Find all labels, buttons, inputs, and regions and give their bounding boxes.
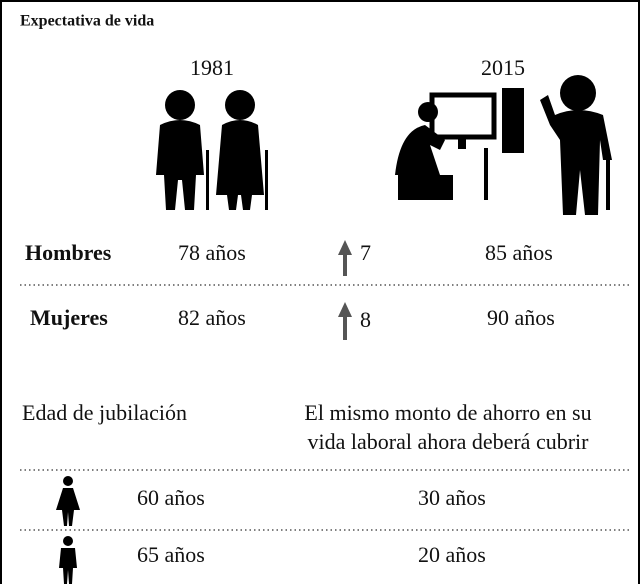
retirement-age: 60 años bbox=[137, 485, 205, 510]
row-label: Hombres bbox=[25, 240, 112, 265]
up-arrow bbox=[338, 240, 352, 276]
increase: 7 bbox=[360, 240, 371, 265]
title: Expectativa de vida bbox=[20, 13, 154, 30]
elderly-computer-icon bbox=[395, 75, 612, 215]
man-icon bbox=[59, 536, 77, 584]
column-header: vida laboral ahora deberá cubrir bbox=[308, 429, 590, 454]
coverage-years: 20 años bbox=[418, 542, 486, 567]
retirement-age: 65 años bbox=[137, 542, 205, 567]
elderly-couple-icon bbox=[156, 90, 268, 210]
woman-icon bbox=[56, 476, 80, 526]
row-label: Mujeres bbox=[30, 305, 108, 330]
column-header: Edad de jubilación bbox=[22, 400, 187, 425]
year-label: 1981 bbox=[190, 55, 234, 80]
frame bbox=[1, 1, 639, 584]
year-label: 2015 bbox=[481, 55, 525, 80]
increase: 8 bbox=[360, 307, 371, 332]
value-1981: 82 años bbox=[178, 305, 246, 330]
value-2015: 90 años bbox=[487, 305, 555, 330]
value-2015: 85 años bbox=[485, 240, 553, 265]
coverage-years: 30 años bbox=[418, 485, 486, 510]
up-arrow bbox=[338, 302, 352, 340]
infographic: Expectativa de vida 1981 2015 Hombres 78… bbox=[0, 0, 640, 584]
column-header: El mismo monto de ahorro en su bbox=[304, 400, 591, 425]
value-1981: 78 años bbox=[178, 240, 246, 265]
